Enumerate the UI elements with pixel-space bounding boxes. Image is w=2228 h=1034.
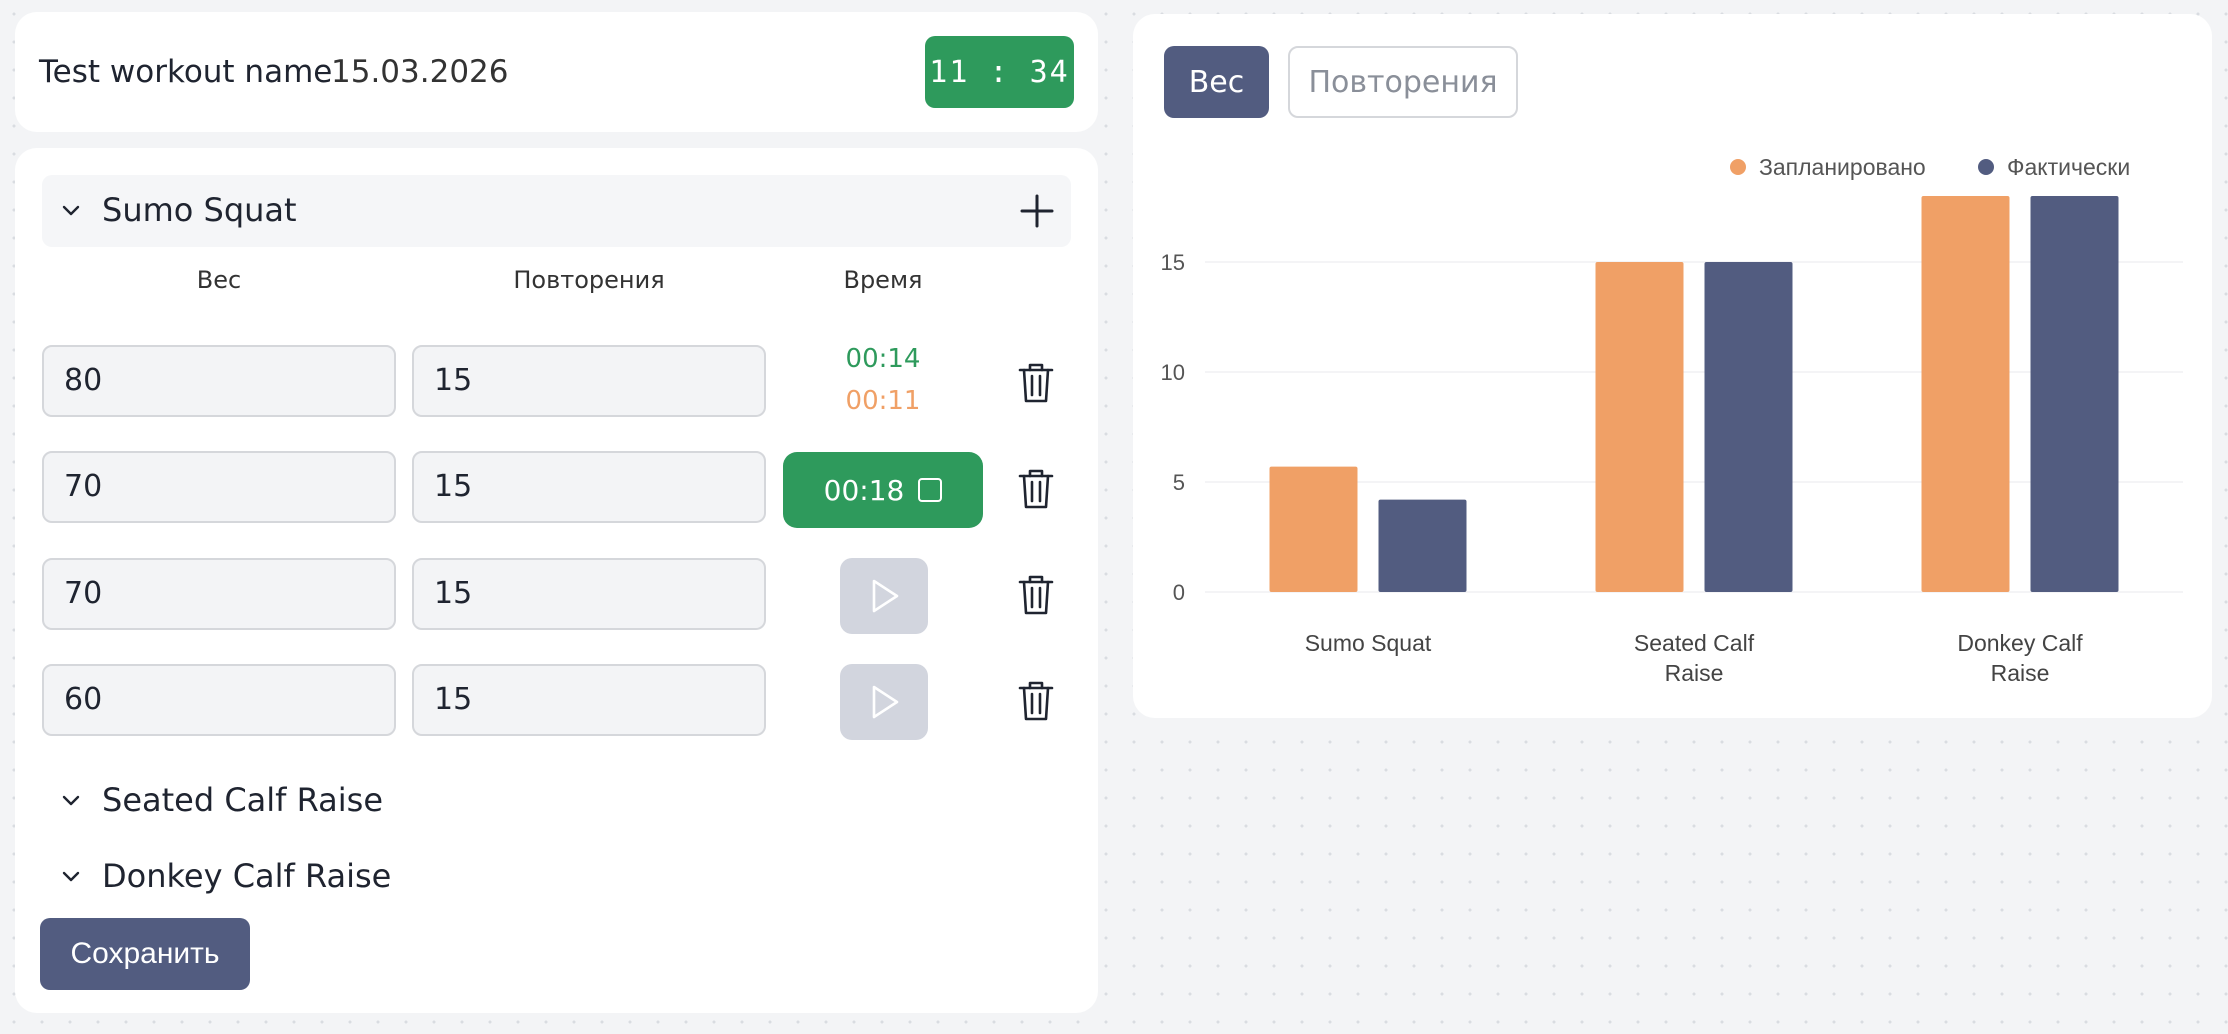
x-tick-label: Sumo Squat xyxy=(1305,630,1432,656)
workout-date: 15.03.2026 xyxy=(331,54,509,90)
play-icon xyxy=(872,685,899,719)
bar-planned xyxy=(1921,196,2010,592)
play-icon xyxy=(872,579,899,613)
y-tick-label: 5 xyxy=(1173,470,1185,495)
trash-icon[interactable] xyxy=(1016,573,1056,617)
trash-icon[interactable] xyxy=(1016,467,1056,511)
column-header-reps: Повторения xyxy=(513,266,665,294)
workout-name: Test workout name xyxy=(39,54,333,90)
timer-value: 00:18 xyxy=(823,473,905,507)
x-tick-label: Raise xyxy=(1665,660,1724,686)
reps-input[interactable]: 15 xyxy=(412,345,766,417)
trash-icon[interactable] xyxy=(1016,361,1056,405)
reps-input[interactable]: 15 xyxy=(412,451,766,523)
legend-label: Запланировано xyxy=(1759,154,1926,180)
legend-marker xyxy=(1730,159,1746,175)
exercise-header-donkey-calf-raise[interactable]: Donkey Calf Raise xyxy=(42,849,1071,905)
bar-chart: 0 5 10 15 Sumo Squat Seated Calf Raise Donkey C… xyxy=(1161,154,2183,686)
legend-label: Фактически xyxy=(2007,154,2130,180)
x-tick-label: Raise xyxy=(1991,660,2050,686)
workout-header-card: Test workout name 15.03.2026 11 : 34 xyxy=(15,12,1098,132)
save-button[interactable]: Сохранить xyxy=(40,918,250,990)
bar-actual xyxy=(1378,499,1467,592)
bar-actual xyxy=(1704,262,1793,592)
time-actual: 00:11 xyxy=(845,386,921,416)
exercise-title: Donkey Calf Raise xyxy=(102,857,392,895)
legend-marker xyxy=(1978,159,1994,175)
weight-input[interactable]: 70 xyxy=(42,558,396,630)
x-tick-label: Seated Calf xyxy=(1634,630,1755,656)
exercise-header-sumo-squat[interactable]: Sumo Squat xyxy=(42,175,1071,247)
tab-weight[interactable]: Вес xyxy=(1164,46,1269,118)
column-header-weight: Вес xyxy=(196,266,242,294)
reps-input[interactable]: 15 xyxy=(412,664,766,736)
y-tick-label: 10 xyxy=(1161,360,1185,385)
chart-card: Вес Повторения 0 5 10 15 Sumo Squat Seated Ca… xyxy=(1133,14,2212,718)
plus-icon[interactable] xyxy=(1017,191,1057,231)
start-timer-button[interactable] xyxy=(840,664,928,740)
stop-icon xyxy=(918,478,943,502)
bar-planned xyxy=(1269,466,1358,592)
start-timer-button[interactable] xyxy=(840,558,928,634)
reps-input[interactable]: 15 xyxy=(412,558,766,630)
exercise-header-seated-calf-raise[interactable]: Seated Calf Raise xyxy=(42,773,1071,829)
trash-icon[interactable] xyxy=(1016,679,1056,723)
time-planned: 00:14 xyxy=(845,344,921,374)
column-header-time: Время xyxy=(843,266,923,294)
x-tick-label: Donkey Calf xyxy=(1957,630,2083,656)
stop-timer-button[interactable]: 00:18 xyxy=(783,452,983,528)
bar-actual xyxy=(2030,196,2119,592)
weight-input[interactable]: 70 xyxy=(42,451,396,523)
chevron-down-icon[interactable] xyxy=(56,786,86,816)
chevron-down-icon[interactable] xyxy=(56,862,86,892)
weight-input[interactable]: 60 xyxy=(42,664,396,736)
bar-planned xyxy=(1595,262,1684,592)
exercise-title: Seated Calf Raise xyxy=(102,781,383,819)
y-tick-label: 0 xyxy=(1173,580,1185,605)
chevron-down-icon[interactable] xyxy=(56,196,86,226)
weight-input[interactable]: 80 xyxy=(42,345,396,417)
tab-reps[interactable]: Повторения xyxy=(1288,46,1518,118)
workout-clock: 11 : 34 xyxy=(925,36,1074,108)
exercises-card: Sumo Squat Вес Повторения Время 80 15 00… xyxy=(15,148,1098,1013)
exercise-title: Sumo Squat xyxy=(102,191,297,229)
y-tick-label: 15 xyxy=(1161,250,1185,275)
